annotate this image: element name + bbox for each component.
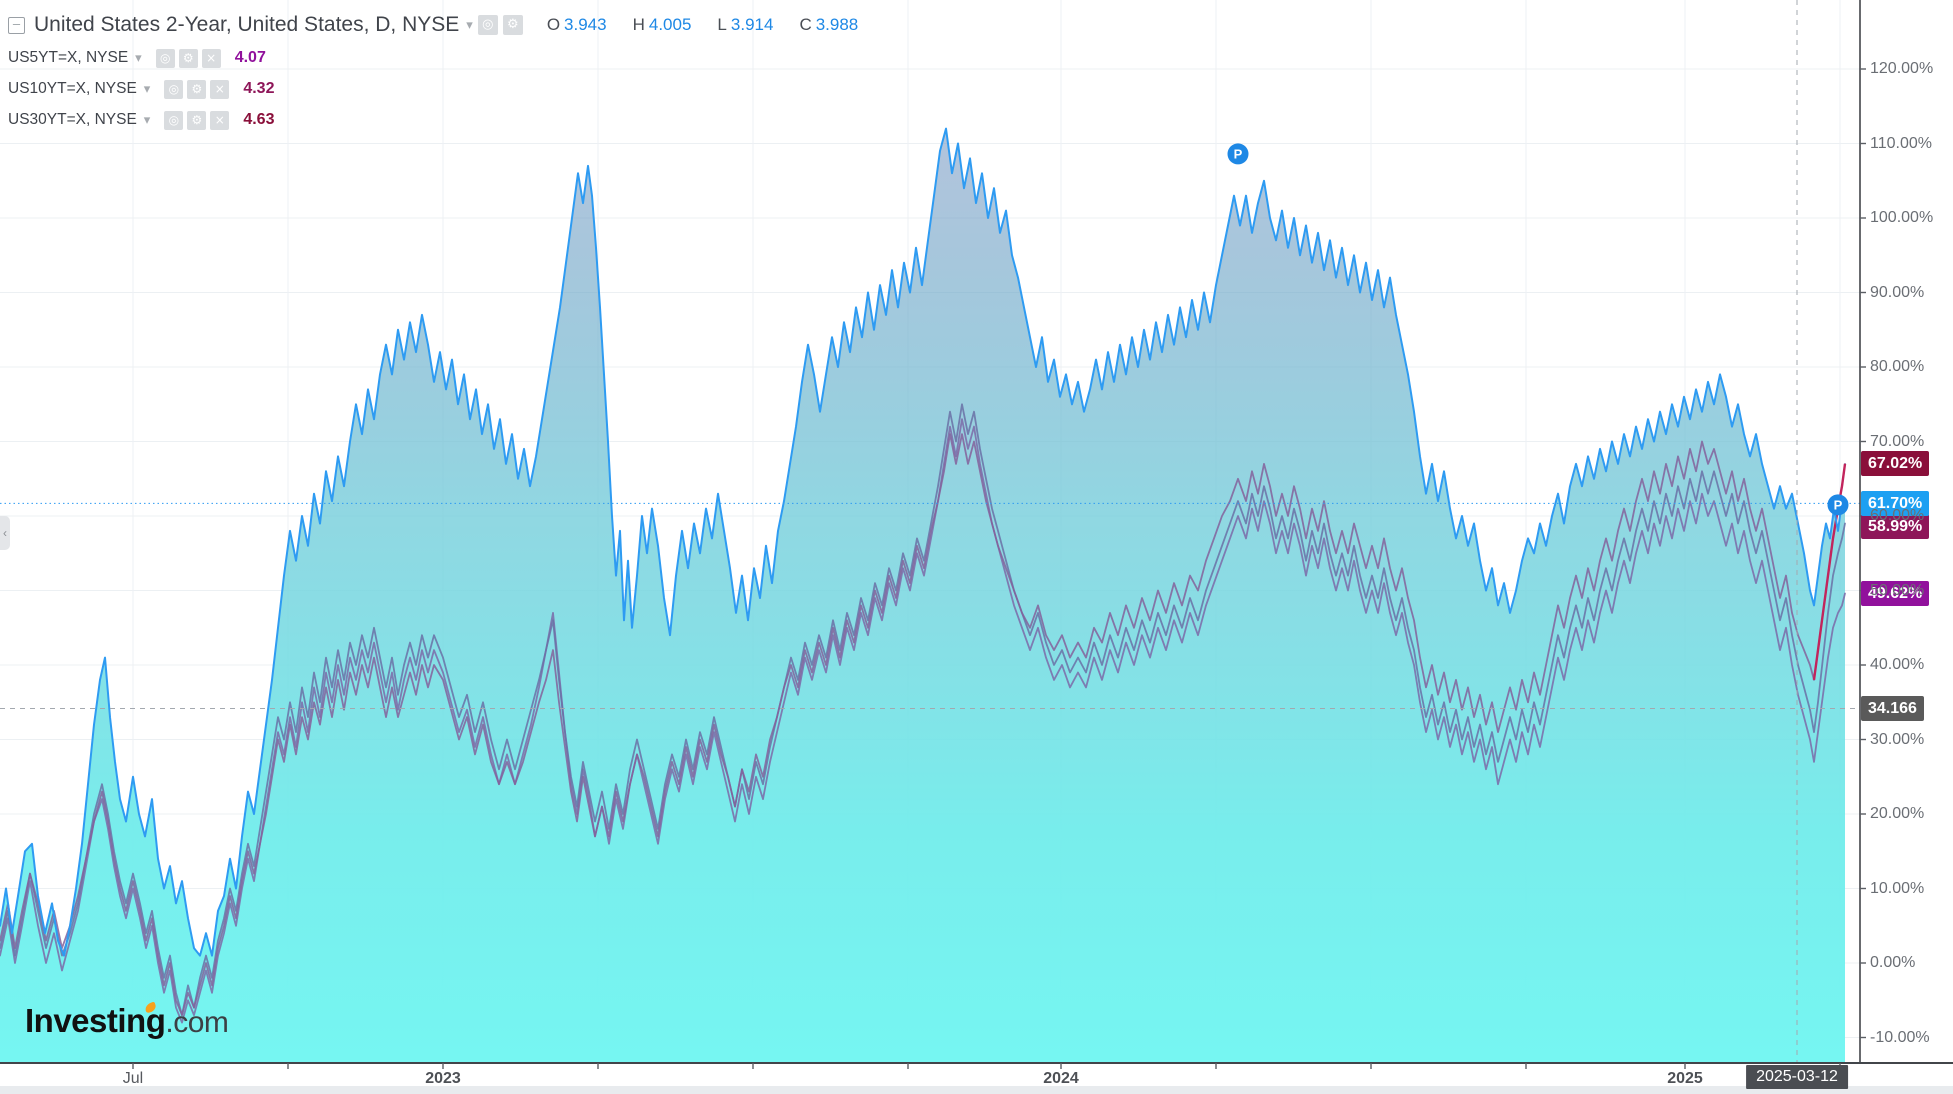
time-scale[interactable]: Jul 2023 2024 2025 2025-03-12 [0, 1064, 1953, 1094]
close-value: 3.988 [815, 15, 859, 34]
y-axis-label: 60.00% [1870, 507, 1925, 524]
price-label-58.99: 58.99% [1861, 514, 1930, 540]
line-series-2y [0, 127, 1846, 957]
legend-row-us30yt: US30YT=X, NYSE ▾ ◎ ⚙ × 4.63 [8, 107, 884, 133]
y-axis-label: 70.00% [1870, 432, 1925, 450]
investing-logo-suffix: .com [165, 1006, 229, 1039]
compare-value: 4.32 [243, 80, 275, 97]
price-label-67.02: 67.02% [1861, 451, 1930, 477]
remove-icon[interactable]: × [210, 79, 230, 99]
price-label-34.166: 34.166 [1861, 695, 1924, 721]
y-axis-label: 110.00% [1870, 134, 1932, 152]
pin-marker-circle[interactable] [1827, 494, 1849, 516]
y-axis-label: 0.00% [1870, 954, 1916, 971]
pin-marker-circle[interactable] [1227, 143, 1249, 165]
symbol-title[interactable]: United States 2-Year, United States, D, … [34, 13, 460, 36]
collapse-legend-icon[interactable]: – [8, 16, 25, 34]
settings-icon[interactable]: ⚙ [187, 110, 207, 130]
y-axis-label: 20.00% [1870, 805, 1925, 822]
compare-symbol[interactable]: US5YT=X, NYSE [8, 49, 129, 66]
chevron-down-icon[interactable]: ▾ [143, 81, 151, 97]
price-label-61.70: 61.70% [1861, 490, 1930, 516]
x-axis-label-jul: Jul [122, 1070, 144, 1087]
end-spike-30y [1812, 463, 1847, 681]
line-series-us10yt-x [0, 403, 1846, 1016]
compare-value: 4.07 [234, 49, 266, 66]
crosshair-date-badge: 2025-03-12 [1746, 1065, 1848, 1089]
y-axis-label: 10.00% [1870, 879, 1925, 897]
settings-icon[interactable]: ⚙ [178, 48, 198, 68]
bottom-strip [0, 1086, 1953, 1094]
x-axis-label-2024: 2024 [1043, 1070, 1079, 1087]
y-axis-label: 80.00% [1870, 358, 1925, 375]
chevron-down-icon[interactable]: ▾ [143, 112, 151, 128]
settings-icon[interactable]: ⚙ [187, 79, 207, 99]
price-label-49.62: 49.62% [1861, 580, 1930, 606]
compare-symbol[interactable]: US30YT=X, NYSE [8, 111, 137, 128]
visibility-icon[interactable]: ◎ [477, 15, 498, 35]
open-value: 3.943 [564, 15, 607, 34]
remove-icon[interactable]: × [201, 48, 221, 68]
low-label: L [717, 15, 727, 34]
chevron-down-icon[interactable]: ▾ [135, 50, 142, 66]
visibility-icon[interactable]: ◎ [164, 79, 184, 99]
x-axis-label-2025: 2025 [1667, 1070, 1703, 1087]
visibility-icon[interactable]: ◎ [155, 48, 175, 68]
high-value: 4.005 [648, 15, 692, 34]
investing-logo: Investing .com [25, 1001, 229, 1040]
visibility-icon[interactable]: ◎ [164, 110, 184, 130]
pin-marker[interactable]: P [1827, 494, 1849, 516]
compare-symbol[interactable]: US10YT=X, NYSE [8, 80, 137, 97]
pin-marker[interactable]: P [1227, 143, 1249, 165]
collapse-left-toolbar-handle[interactable]: ‹ [0, 516, 10, 550]
y-axis-label: 100.00% [1870, 209, 1934, 226]
legend-row-us10yt: US10YT=X, NYSE ▾ ◎ ⚙ × 4.32 [8, 76, 884, 102]
y-axis-label: -10.00% [1870, 1028, 1930, 1046]
x-axis-label-2023: 2023 [425, 1070, 461, 1087]
legend-main-row: – United States 2-Year, United States, D… [8, 10, 884, 40]
y-axis-label: 90.00% [1870, 283, 1925, 301]
compare-value: 4.63 [243, 111, 275, 128]
y-axis-label: 120.00% [1870, 60, 1934, 77]
ohlc-values: O 3.943 H 4.005 L 3.914 C 3.988 [547, 15, 884, 35]
low-value: 3.914 [730, 15, 774, 34]
legend: – United States 2-Year, United States, D… [8, 10, 884, 133]
gear-icon[interactable]: ⚙ [502, 15, 523, 35]
pin-marker-label: P [1234, 146, 1243, 161]
open-label: O [546, 15, 561, 34]
price-scale[interactable]: 120.00% 110.00% 100.00% 90.00% 80.00% 70.00% 6… [1860, 0, 1953, 1063]
y-axis-label: 50.00% [1870, 581, 1925, 599]
line-series-us5yt-x [0, 418, 1846, 1024]
high-label: H [632, 15, 645, 34]
y-axis-label: 30.00% [1870, 730, 1925, 748]
y-axis-label: 40.00% [1870, 656, 1925, 673]
area-series-2y [0, 128, 1845, 1064]
legend-row-us5yt: US5YT=X, NYSE ▾ ◎ ⚙ × 4.07 [8, 45, 884, 71]
investing-logo-brand: Investing [25, 1001, 166, 1039]
pin-marker-label: P [1834, 497, 1843, 512]
investing-logo-accent [143, 1001, 158, 1014]
remove-icon[interactable]: × [210, 110, 230, 130]
line-series-us30yt-x [0, 433, 1846, 1016]
close-label: C [799, 15, 812, 34]
chevron-down-icon[interactable]: ▾ [466, 17, 473, 33]
